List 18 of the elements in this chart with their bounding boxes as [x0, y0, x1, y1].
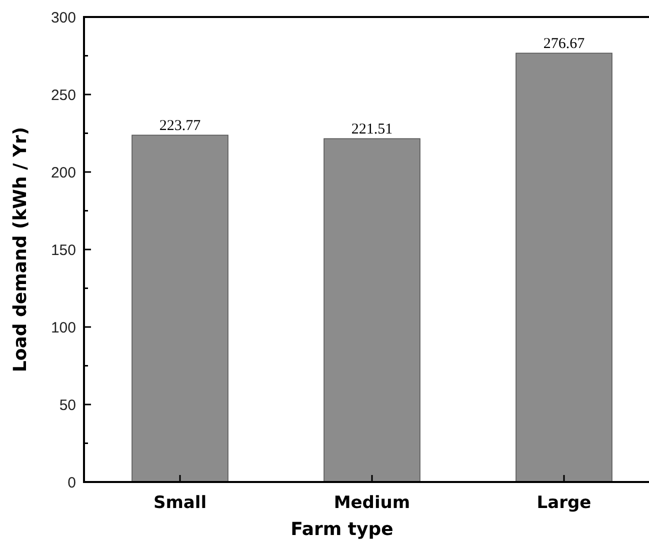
data-label: 276.67	[543, 36, 586, 52]
y-tick-label: 50	[59, 396, 76, 414]
bar	[132, 134, 228, 482]
data-label: 223.77	[159, 118, 202, 134]
y-tick-label: 200	[50, 164, 76, 182]
bar	[516, 52, 612, 482]
data-label: 221.51	[351, 122, 393, 138]
y-tick-label: 150	[50, 242, 76, 259]
y-axis-title: Load demand (kWh / Yr)	[10, 126, 31, 372]
x-axis-title: Farm type	[290, 519, 394, 540]
y-tick-label: 0	[68, 474, 76, 492]
x-tick-label: Medium	[334, 493, 410, 513]
x-tick-label: Small	[153, 493, 207, 513]
y-tick-label: 100	[50, 319, 76, 336]
x-tick-label: Large	[536, 493, 592, 513]
y-tick-label: 250	[50, 86, 76, 104]
bar	[324, 138, 420, 482]
y-tick-label: 300	[50, 9, 76, 26]
